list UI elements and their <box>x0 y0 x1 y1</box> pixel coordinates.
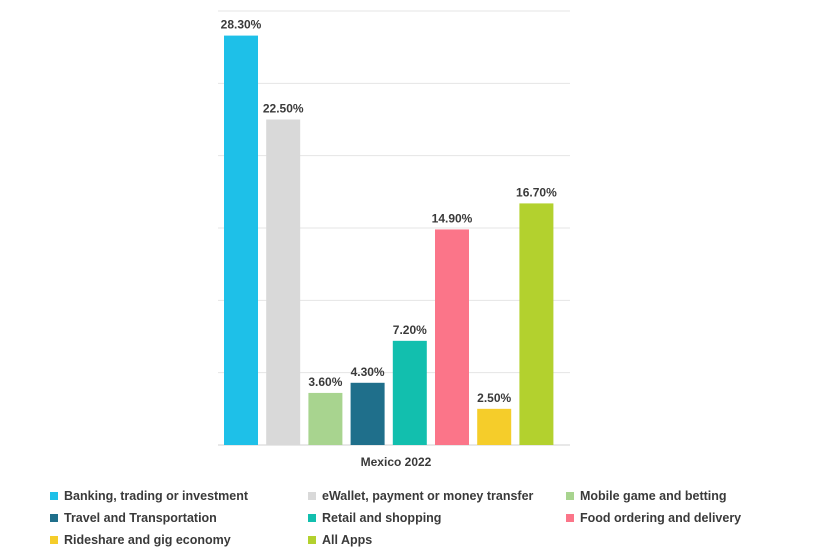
bar-chart: 28.30% 22.50% 3.60% 4.30% 7.20% 14.90% 2.50% 16… <box>218 10 570 469</box>
legend-item: All Apps <box>308 533 372 547</box>
bar-rideshare-and-gig-economy <box>477 408 512 445</box>
legend-swatch <box>50 514 58 522</box>
legend-item: Mobile game and betting <box>566 489 727 503</box>
legend-label: Mobile game and betting <box>580 489 727 503</box>
legend-label: Retail and shopping <box>322 511 442 525</box>
legend-item: eWallet, payment or money transfer <box>308 489 533 503</box>
legend-item: Travel and Transportation <box>50 511 217 525</box>
bar-ewallet-payment-or-money-transfer <box>266 119 301 445</box>
bar-food-ordering-and-delivery <box>435 229 469 445</box>
data-label: 28.30% <box>221 18 262 32</box>
legend-label: eWallet, payment or money transfer <box>322 489 534 503</box>
bar-retail-and-shopping <box>392 340 427 445</box>
legend-swatch <box>566 492 574 500</box>
data-label: 14.90% <box>432 211 473 225</box>
bar-banking-trading-or-investment <box>224 35 258 446</box>
legend-item: Food ordering and delivery <box>566 511 741 525</box>
legend-label: Food ordering and delivery <box>580 511 742 525</box>
data-label: 22.50% <box>263 102 304 116</box>
x-category-label: Mexico 2022 <box>361 455 432 469</box>
data-labels-group: 28.30% 22.50% 3.60% 4.30% 7.20% 14.90% 2.50% 16… <box>221 18 557 405</box>
legend-label: Banking, trading or investment <box>64 489 249 503</box>
legend-swatch <box>566 514 574 522</box>
bar-mobile-game-and-betting <box>308 392 343 445</box>
legend-label: All Apps <box>322 533 373 547</box>
data-label: 3.60% <box>308 375 342 389</box>
bars-group <box>224 35 554 446</box>
data-label: 7.20% <box>393 323 427 337</box>
data-label: 4.30% <box>351 365 385 379</box>
legend-swatch <box>50 492 58 500</box>
legend-swatch <box>308 514 316 522</box>
legend-item: Retail and shopping <box>308 511 441 525</box>
legend-label: Travel and Transportation <box>64 511 217 525</box>
bar-all-apps <box>519 203 554 445</box>
legend-item: Rideshare and gig economy <box>50 533 231 547</box>
legend-item: Banking, trading or investment <box>50 489 248 503</box>
data-label: 16.70% <box>516 185 557 199</box>
legend-swatch <box>308 536 316 544</box>
legend-swatch <box>50 536 58 544</box>
data-label: 2.50% <box>477 391 511 405</box>
legend-label: Rideshare and gig economy <box>64 533 231 547</box>
legend-swatch <box>308 492 316 500</box>
bar-travel-and-transportation <box>350 382 385 445</box>
